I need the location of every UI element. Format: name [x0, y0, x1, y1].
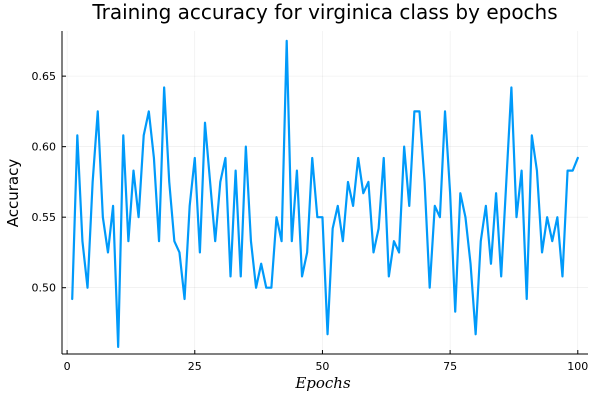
series-line: [71, 39, 579, 349]
x-tick-label: 25: [188, 360, 202, 373]
series-group: [71, 39, 579, 349]
y-tick-label: 0.50: [32, 282, 57, 295]
y-axis-label: Accuracy: [4, 159, 22, 228]
y-tick-label: 0.55: [32, 211, 57, 224]
x-tick-label: 50: [315, 360, 329, 373]
y-axis-ticks: 0.50 0.55 0.60 0.65: [32, 70, 66, 295]
x-axis-ticks: 0 25 50 75 100: [64, 350, 588, 373]
chart-title: Training accuracy for virginica class by…: [91, 0, 557, 24]
x-tick-label: 75: [443, 360, 457, 373]
x-tick-label: 0: [64, 360, 71, 373]
x-axis-label: Epochs: [294, 374, 351, 392]
x-tick-label: 100: [567, 360, 588, 373]
y-tick-label: 0.60: [32, 141, 57, 154]
y-tick-label: 0.65: [32, 70, 57, 83]
